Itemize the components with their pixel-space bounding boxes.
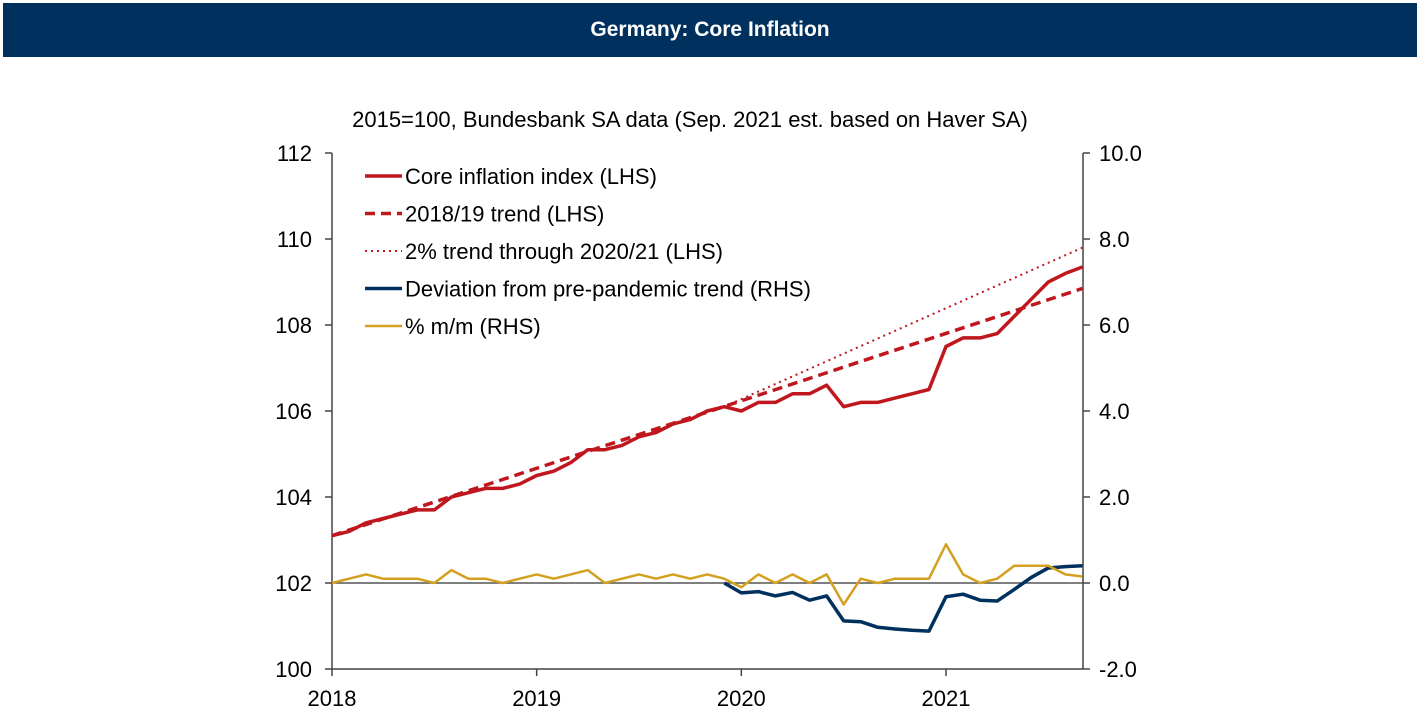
trend-2pct-line bbox=[723, 246, 1083, 408]
legend-label: 2018/19 trend (LHS) bbox=[405, 202, 604, 227]
right-tick-label: 6.0 bbox=[1099, 313, 1130, 338]
x-tick-label: 2021 bbox=[922, 686, 971, 711]
left-tick-label: 100 bbox=[275, 657, 312, 682]
right-tick-label: 0.0 bbox=[1099, 571, 1130, 596]
right-tick-label: 10.0 bbox=[1099, 141, 1142, 166]
mm-line bbox=[331, 543, 1083, 606]
legend-label: Core inflation index (LHS) bbox=[405, 164, 657, 189]
right-tick-label: -2.0 bbox=[1099, 657, 1137, 682]
x-tick-label: 2018 bbox=[308, 686, 357, 711]
right-tick-label: 4.0 bbox=[1099, 399, 1130, 424]
legend-label: % m/m (RHS) bbox=[405, 314, 541, 339]
trend-2018-19-line bbox=[331, 286, 1083, 538]
core-inflation-line bbox=[331, 265, 1084, 538]
left-tick-label: 102 bbox=[275, 571, 312, 596]
legend-label: 2% trend through 2020/21 (LHS) bbox=[405, 239, 723, 264]
chart-header: Germany: Core Inflation bbox=[3, 3, 1417, 57]
left-tick-label: 110 bbox=[277, 227, 312, 252]
x-tick-label: 2020 bbox=[717, 686, 766, 711]
left-tick-label: 112 bbox=[277, 141, 312, 166]
legend-label: Deviation from pre-pandemic trend (RHS) bbox=[405, 277, 811, 302]
left-tick-label: 106 bbox=[275, 399, 312, 424]
x-tick-label: 2019 bbox=[512, 686, 561, 711]
left-tick-label: 108 bbox=[275, 313, 312, 338]
deviation-line bbox=[723, 564, 1083, 633]
left-tick-label: 104 bbox=[275, 485, 312, 510]
right-tick-label: 2.0 bbox=[1099, 485, 1130, 510]
right-tick-label: 8.0 bbox=[1099, 227, 1130, 252]
chart-subtitle: 2015=100, Bundesbank SA data (Sep. 2021 … bbox=[352, 107, 1028, 132]
